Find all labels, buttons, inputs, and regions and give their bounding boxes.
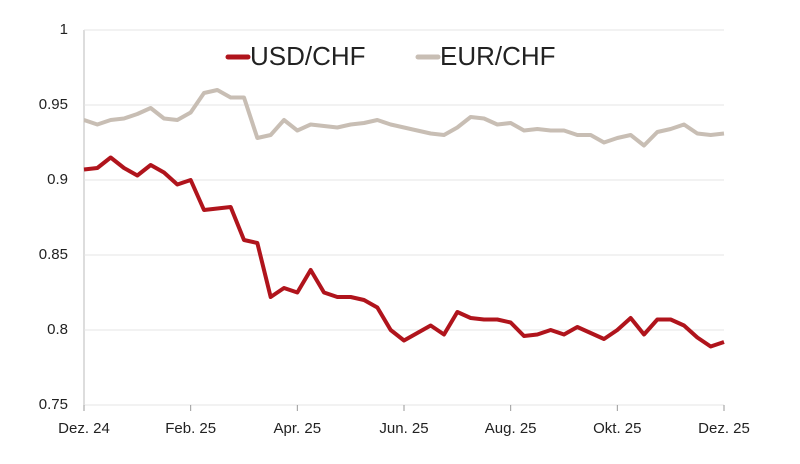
legend-label: EUR/CHF — [440, 41, 556, 71]
x-tick-label: Apr. 25 — [274, 420, 322, 437]
y-tick-label: 0.95 — [39, 96, 68, 113]
x-tick-label: Dez. 25 — [698, 420, 750, 437]
legend-label: USD/CHF — [250, 41, 366, 71]
x-tick-label: Aug. 25 — [485, 420, 537, 437]
y-tick-label: 0.75 — [39, 396, 68, 413]
y-tick-label: 0.9 — [47, 171, 68, 188]
x-tick-label: Jun. 25 — [379, 420, 428, 437]
x-tick-label: Feb. 25 — [165, 420, 216, 437]
y-tick-label: 0.8 — [47, 321, 68, 338]
line — [83, 155, 725, 349]
y-tick-label: 1 — [60, 21, 68, 38]
line — [83, 88, 725, 148]
y-tick-label: 0.85 — [39, 246, 68, 263]
x-tick-label: Dez. 24 — [58, 420, 110, 437]
x-tick-label: Okt. 25 — [593, 420, 641, 437]
